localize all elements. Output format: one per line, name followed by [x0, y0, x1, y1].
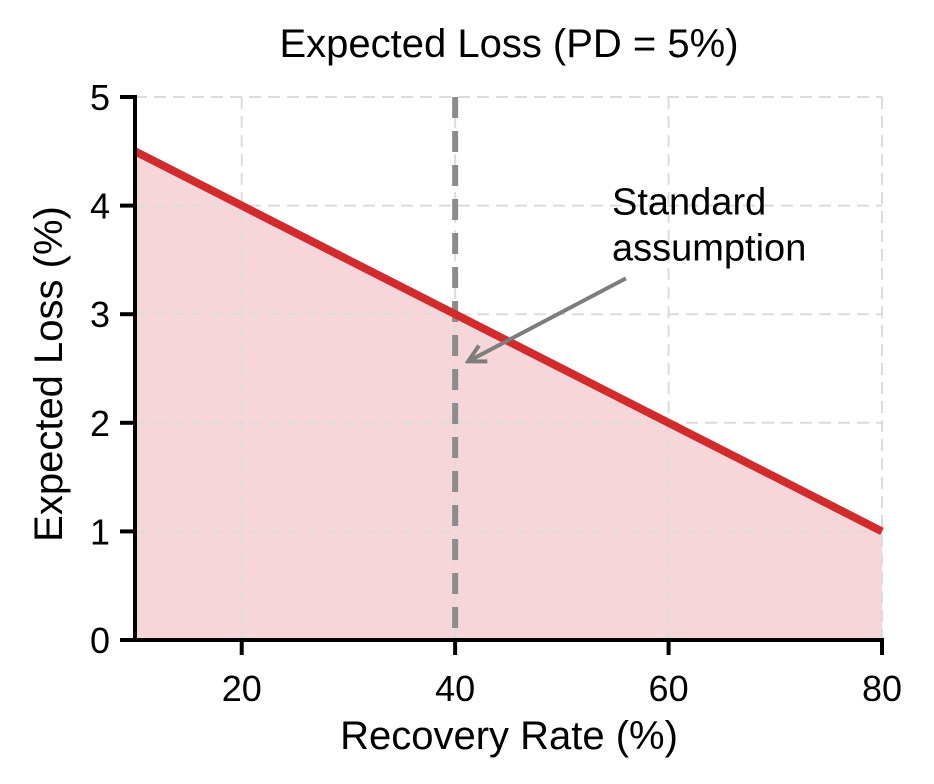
x-tick-label: 20	[222, 668, 262, 709]
x-tick-label: 40	[435, 668, 475, 709]
y-tick-label: 0	[90, 620, 110, 661]
x-axis-label: Recovery Rate (%)	[340, 714, 678, 758]
y-tick-label: 4	[90, 186, 110, 227]
annotation-line: Standard	[612, 181, 766, 223]
tick-marks	[120, 95, 884, 655]
annotation-arrow	[469, 276, 627, 361]
y-tick-label: 1	[90, 511, 110, 552]
area-fill	[135, 151, 882, 641]
chart-title: Expected Loss (PD = 5%)	[279, 22, 738, 66]
axes-spines	[133, 95, 884, 642]
annotation-line: assumption	[612, 227, 806, 269]
y-tick-label: 5	[90, 77, 110, 118]
y-tick-label: 3	[90, 294, 110, 335]
y-axis-label: Expected Loss (%)	[27, 206, 71, 542]
x-tick-label: 80	[862, 668, 902, 709]
x-tick-label: 60	[649, 668, 689, 709]
tick-labels: 0 1 2 3 4 5 20 40 60 80	[90, 77, 902, 709]
y-tick-label: 2	[90, 403, 110, 444]
